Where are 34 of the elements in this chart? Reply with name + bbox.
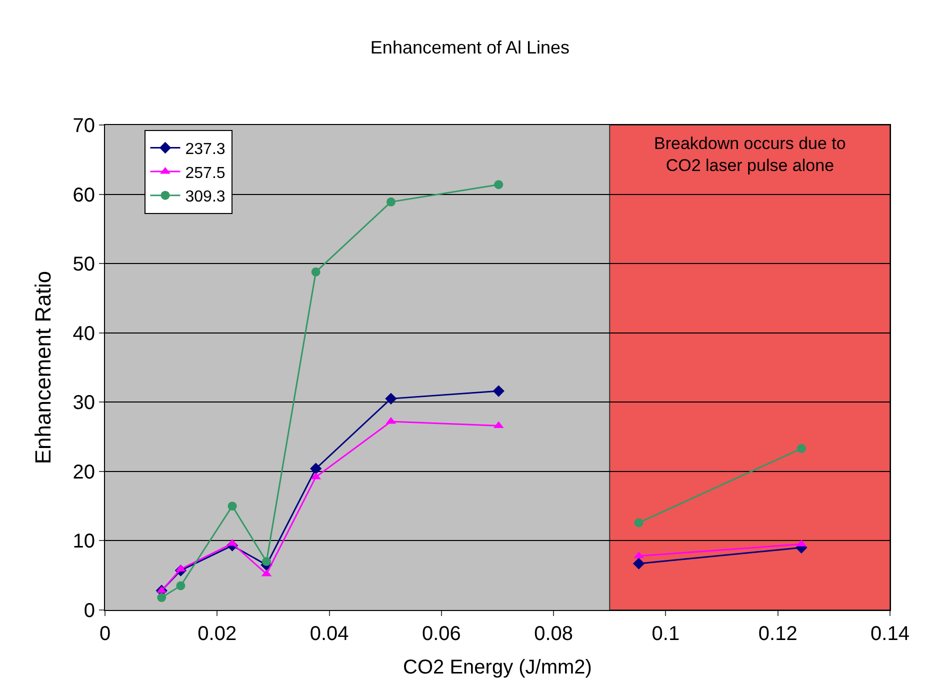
x-tick-label: 0.08	[534, 623, 574, 645]
x-tick-label: 0.1	[652, 623, 680, 645]
x-tick-label: 0.06	[422, 623, 461, 645]
legend-label: 309.3	[185, 188, 226, 206]
y-tick-label: 70	[72, 115, 95, 137]
point	[385, 392, 397, 405]
point	[228, 502, 237, 511]
legend-label: 237.3	[185, 140, 226, 158]
point	[176, 581, 186, 590]
y-tick-label: 60	[72, 184, 95, 206]
x-tick-label: 0.14	[870, 623, 910, 645]
x-tick-label: 0.02	[198, 623, 237, 645]
x-tick-label: 0.12	[758, 623, 798, 645]
y-tick-label: 10	[72, 530, 95, 553]
point	[492, 385, 504, 397]
y-tick-label: 20	[72, 461, 95, 484]
point	[227, 538, 238, 546]
y-axis-title: Enhancement Ratio	[30, 270, 56, 464]
x-tick-label: 0	[99, 623, 111, 645]
band-label: Breakdown occurs due to CO2 laser pulse alone	[654, 134, 846, 176]
point	[310, 462, 322, 475]
chart-title: Enhancement of Al Lines	[370, 38, 570, 58]
point	[311, 267, 320, 276]
point	[157, 593, 166, 602]
legend-label: 257.5	[185, 164, 226, 182]
y-tick-label: 0	[84, 600, 95, 622]
point	[262, 557, 271, 566]
x-tick-label: 0.04	[310, 623, 349, 645]
x-axis-title: CO2 Energy (J/mm2)	[403, 656, 592, 678]
y-tick-label: 50	[72, 254, 95, 276]
y-tick-label: 40	[72, 322, 95, 345]
point	[494, 180, 504, 190]
y-tick-label: 30	[72, 392, 95, 414]
point	[386, 197, 396, 206]
